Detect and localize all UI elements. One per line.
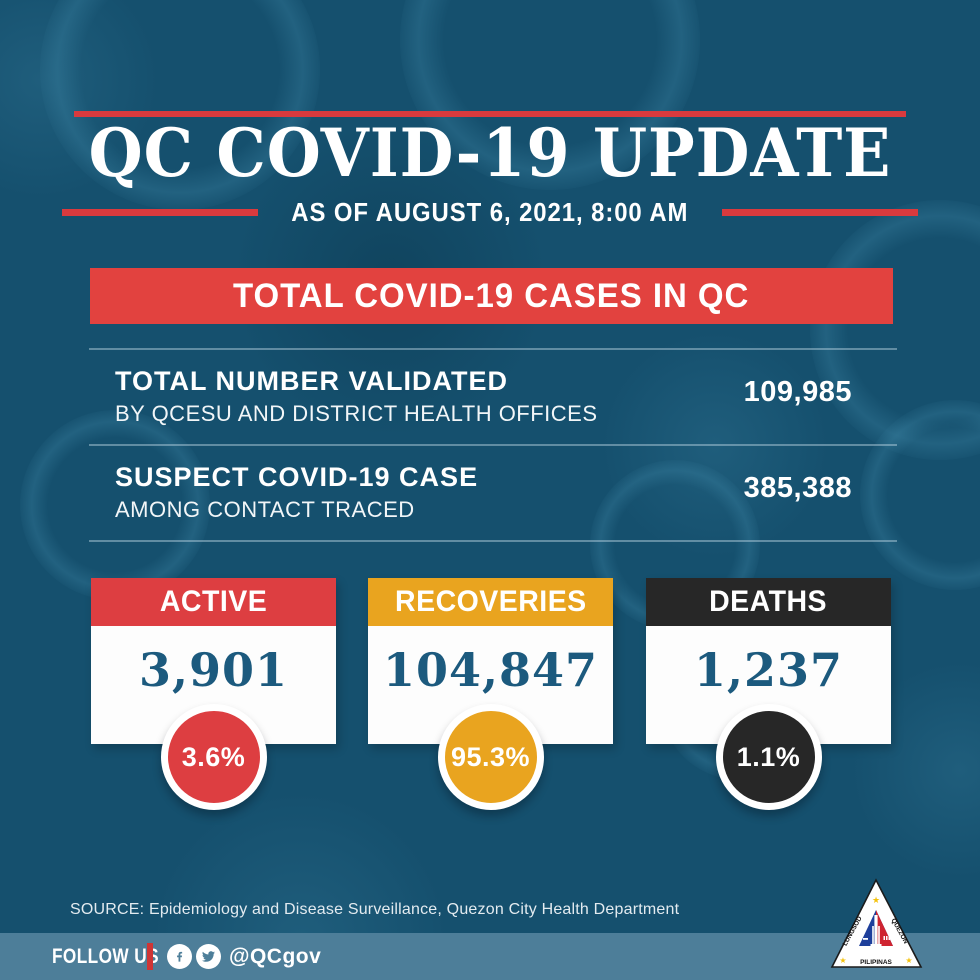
seal-star-icon: ★ (839, 956, 846, 965)
card-active: ACTIVE 3,901 3.6% (91, 578, 336, 810)
stat-label: SUSPECT COVID-19 CASE (115, 462, 479, 492)
subtitle-rule-right (721, 209, 918, 216)
card-body: 3,901 (91, 626, 336, 744)
subtitle-rule-left (62, 209, 259, 216)
social-handle[interactable]: @QCgov (229, 945, 322, 968)
divider-line (89, 540, 897, 542)
facebook-icon[interactable] (167, 944, 192, 969)
stat-row-validated: TOTAL NUMBER VALIDATED BY QCESU AND DIST… (115, 364, 852, 427)
stat-value: 109,985 (743, 376, 852, 408)
seal-text-bottom: PILIPINAS (860, 959, 892, 966)
page-title: QC COVID-19 UPDATE (88, 114, 892, 192)
footer-accent-bar (147, 943, 153, 970)
footer-bar: FOLLOW US @QCgov (0, 933, 980, 980)
section-banner: TOTAL COVID-19 CASES IN QC (90, 268, 893, 324)
stat-sublabel: AMONG CONTACT TRACED (115, 497, 415, 522)
percent-badge: 95.3% (437, 704, 544, 810)
stat-row-suspect: SUSPECT COVID-19 CASE AMONG CONTACT TRAC… (115, 460, 852, 523)
stat-value: 385,388 (743, 472, 852, 504)
card-count: 104,847 (382, 643, 599, 697)
percent-badge: 3.6% (160, 704, 267, 810)
percent-value: 3.6% (181, 741, 246, 772)
card-title: ACTIVE (159, 585, 268, 618)
seal-star-icon: ★ (872, 895, 880, 905)
source-attribution: SOURCE: Epidemiology and Disease Surveil… (70, 901, 680, 918)
card-count: 3,901 (138, 643, 289, 697)
section-banner-label: TOTAL COVID-19 CASES IN QC (233, 276, 750, 315)
percent-value: 95.3% (450, 741, 531, 772)
card-title: DEATHS (709, 585, 828, 618)
card-header: ACTIVE (91, 578, 336, 626)
stat-label: TOTAL NUMBER VALIDATED (115, 366, 508, 396)
card-body: 1,237 (646, 626, 891, 744)
card-recoveries: RECOVERIES 104,847 95.3% (368, 578, 613, 810)
divider-line (89, 348, 897, 350)
stat-sublabel: BY QCESU AND DISTRICT HEALTH OFFICES (115, 401, 598, 426)
background-virus-blob (860, 400, 980, 590)
percent-value: 1.1% (736, 741, 801, 772)
card-deaths: DEATHS 1,237 1.1% (646, 578, 891, 810)
card-header: DEATHS (646, 578, 891, 626)
card-count: 1,237 (693, 643, 844, 697)
quezon-city-seal-logo: ★ ★ ★ LUNGSOD QUEZON PILIPINAS (830, 878, 923, 968)
percent-badge: 1.1% (715, 704, 822, 810)
seal-star-icon: ★ (905, 956, 912, 965)
top-divider-line (74, 111, 906, 117)
card-title: RECOVERIES (394, 585, 587, 618)
subtitle-row: AS OF AUGUST 6, 2021, 8:00 AM (0, 197, 980, 228)
twitter-icon[interactable] (196, 944, 221, 969)
card-header: RECOVERIES (368, 578, 613, 626)
divider-line (89, 444, 897, 446)
follow-us-label: FOLLOW US (52, 945, 159, 968)
as-of-date: AS OF AUGUST 6, 2021, 8:00 AM (291, 197, 689, 227)
